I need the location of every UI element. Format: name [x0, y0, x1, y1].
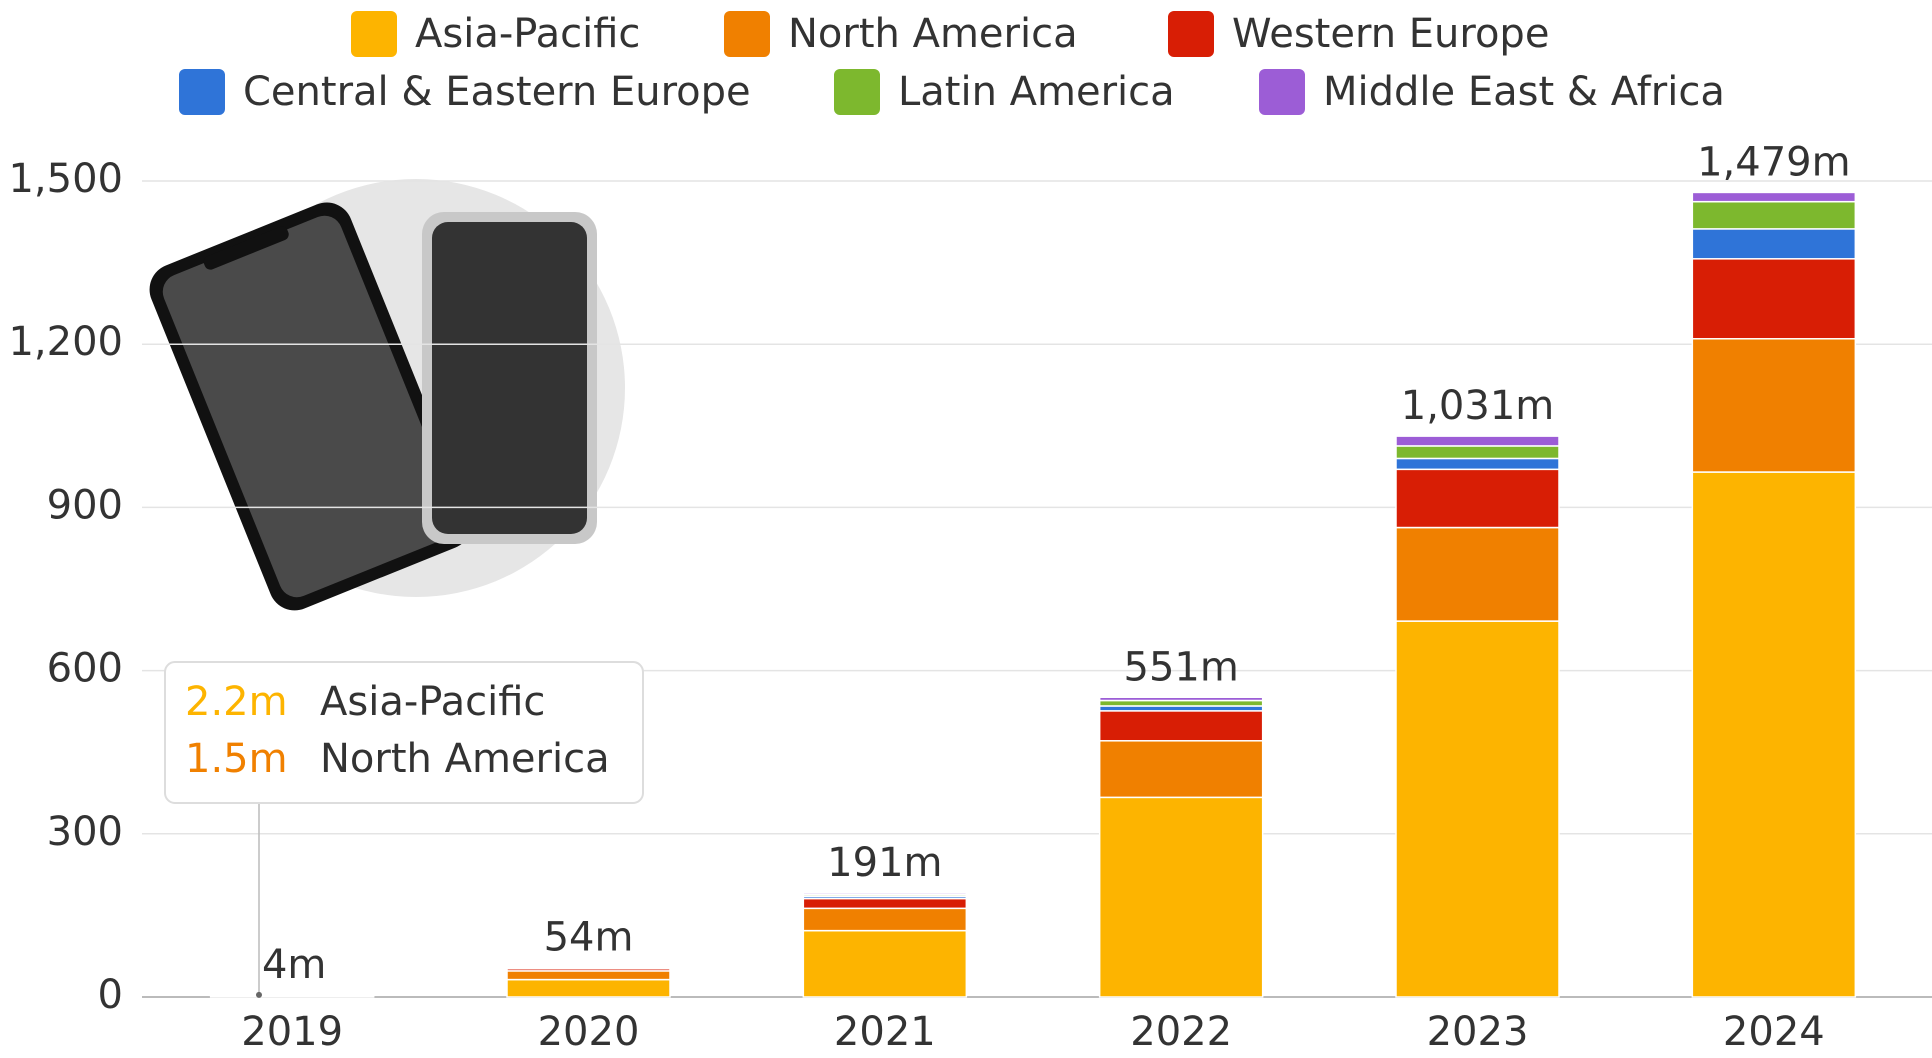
total-label: 1,031m [1401, 383, 1554, 429]
phone-illustration [149, 179, 625, 611]
bar-segment [1395, 457, 1560, 471]
bar-segment [1098, 696, 1264, 702]
bar-segment [1691, 228, 1857, 260]
legend-label: Central & Eastern Europe [243, 69, 751, 115]
annotation-series: North America [320, 736, 610, 782]
bar-segment [1098, 796, 1264, 998]
legend-swatch [351, 11, 397, 57]
bar-segment [506, 978, 671, 998]
annotation-box [164, 661, 644, 804]
bar-segment [802, 907, 968, 932]
bar-segment [506, 970, 671, 981]
y-tick-label: 1,500 [8, 156, 123, 202]
total-label: 1,479m [1697, 139, 1850, 185]
legend-label: Latin America [898, 69, 1175, 115]
legend-label: Asia-Pacific [415, 11, 640, 57]
y-tick-label: 900 [47, 482, 123, 528]
bar-segment [1098, 699, 1264, 707]
bar-segment [1395, 445, 1560, 460]
legend-swatch [834, 69, 880, 115]
x-tick-label: 2020 [538, 1009, 640, 1055]
bar-segment [1395, 526, 1560, 622]
bar-segment [1691, 338, 1857, 473]
total-label: 54m [544, 915, 634, 961]
bar-segment [802, 892, 968, 896]
x-tick-label: 2023 [1427, 1009, 1529, 1055]
y-tick-label: 0 [98, 972, 123, 1018]
bar-segment [1395, 468, 1560, 529]
x-tick-label: 2019 [241, 1009, 343, 1055]
bar-segment [1691, 200, 1857, 230]
bar-segment [802, 897, 968, 910]
annotation-value: 1.5m [185, 736, 288, 782]
legend-swatch [1168, 11, 1214, 57]
legend-label: North America [788, 11, 1078, 57]
x-tick-label: 2022 [1130, 1009, 1232, 1055]
bar-segment [1691, 471, 1857, 998]
y-tick-label: 600 [47, 646, 123, 692]
y-tick-label: 300 [47, 809, 123, 855]
legend-label: Western Europe [1232, 11, 1549, 57]
total-label: 191m [827, 840, 942, 886]
bar-segment [1691, 191, 1857, 203]
legend-swatch [724, 11, 770, 57]
bar-segment [1098, 740, 1264, 799]
legend-swatch [1259, 69, 1305, 115]
point-marker [256, 991, 262, 998]
total-label: 4m [262, 942, 326, 988]
y-tick-label: 1,200 [8, 319, 123, 365]
bar-segment [802, 929, 968, 998]
annotation-value: 2.2m [185, 679, 288, 725]
total-label: 551m [1124, 644, 1239, 690]
bar-segment [1395, 620, 1560, 998]
legend-label: Middle East & Africa [1323, 69, 1725, 115]
bar-segment [1395, 435, 1560, 447]
legend-swatch [179, 69, 225, 115]
bar-segment [1691, 258, 1857, 340]
annotation-series: Asia-Pacific [320, 679, 545, 725]
bar-segment [1098, 710, 1264, 742]
x-tick-label: 2021 [834, 1009, 936, 1055]
x-tick-label: 2024 [1723, 1009, 1825, 1055]
